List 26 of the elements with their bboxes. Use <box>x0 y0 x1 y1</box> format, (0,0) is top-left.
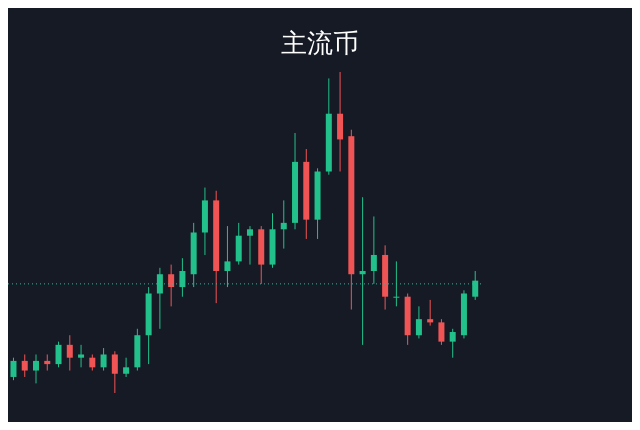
candlestick <box>33 354 39 384</box>
candlestick <box>89 354 96 372</box>
candlestick <box>370 216 377 284</box>
candlestick <box>450 328 456 358</box>
candlestick <box>427 299 434 326</box>
chart-title: 主流币 <box>280 28 360 61</box>
candlestick <box>416 306 422 339</box>
candlestick <box>156 267 163 330</box>
candlestick <box>280 200 287 250</box>
candlestick <box>179 258 186 298</box>
candlestick <box>393 260 400 307</box>
candlestick <box>472 270 478 300</box>
candlestick <box>100 348 107 372</box>
candlestick <box>438 318 444 346</box>
candlestick <box>112 350 118 393</box>
candlestick <box>224 226 230 288</box>
candlestick <box>360 196 366 346</box>
candlestick <box>22 354 28 378</box>
candlestick <box>66 334 73 372</box>
candlestick <box>246 226 253 266</box>
candlestick <box>10 357 16 381</box>
candlestick <box>56 341 62 368</box>
candlestick <box>168 264 174 307</box>
candlestick <box>123 357 130 378</box>
candlestick <box>78 344 84 368</box>
candlestick <box>44 354 50 372</box>
